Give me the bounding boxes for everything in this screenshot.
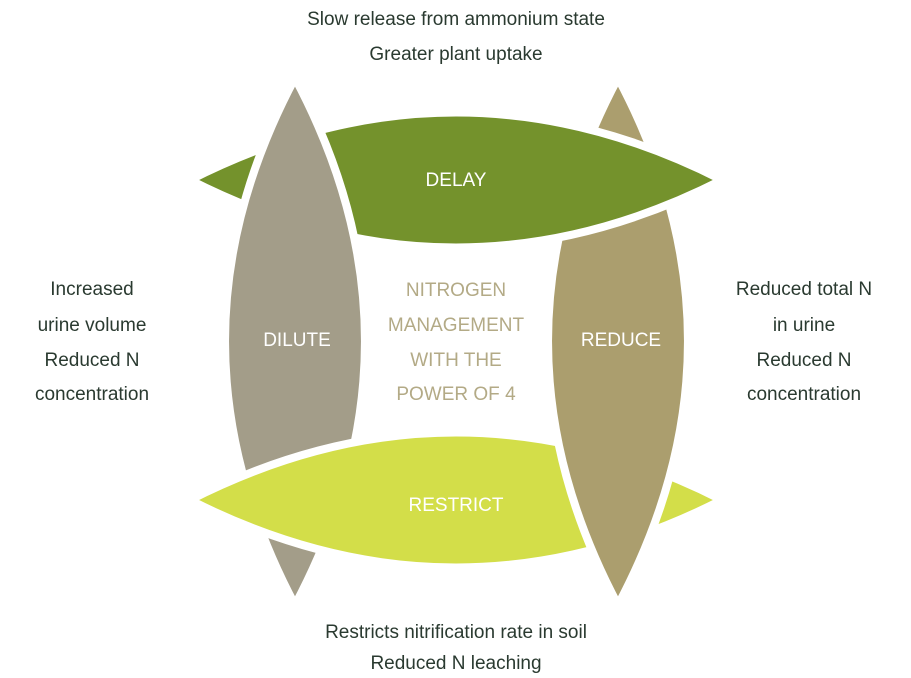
reduce-label: REDUCE <box>581 330 661 351</box>
bottom-text: Restricts nitrification rate in soil <box>325 622 587 643</box>
right-text: Reduced N <box>756 350 851 371</box>
center-text: MANAGEMENT <box>388 315 525 336</box>
restrict-label: RESTRICT <box>409 495 504 516</box>
delay-label: DELAY <box>426 170 487 191</box>
top-text: Greater plant uptake <box>369 44 542 65</box>
bottom-text: Reduced N leaching <box>370 653 541 674</box>
right-text: in urine <box>773 315 835 336</box>
dilute-label: DILUTE <box>263 330 331 351</box>
center-text: POWER OF 4 <box>396 384 516 405</box>
left-text: Reduced N <box>44 350 139 371</box>
reduce-leaf-front <box>544 340 692 614</box>
right-text: Reduced total N <box>736 279 872 300</box>
left-text: Increased <box>50 279 133 300</box>
left-text: concentration <box>35 384 149 405</box>
top-text: Slow release from ammonium state <box>307 9 605 30</box>
center-text: WITH THE <box>410 350 501 371</box>
center-text: NITROGEN <box>406 280 506 301</box>
right-text: concentration <box>747 384 861 405</box>
left-text: urine volume <box>38 315 147 336</box>
